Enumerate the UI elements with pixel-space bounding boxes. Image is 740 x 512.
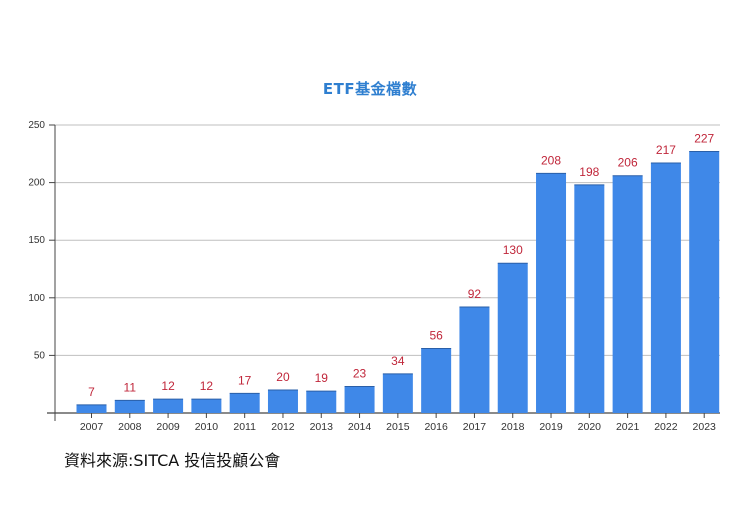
- bar: [306, 391, 337, 413]
- data-label: 217: [656, 143, 676, 157]
- bar: [229, 393, 260, 413]
- data-label: 208: [541, 153, 561, 167]
- data-label: 11: [124, 380, 137, 394]
- bar: [689, 151, 720, 413]
- x-tick-label: 2016: [424, 421, 448, 433]
- chart-title: ETF基金檔數: [322, 80, 418, 98]
- data-label: 12: [161, 379, 175, 393]
- data-label: 206: [618, 156, 638, 170]
- x-tick-label: 2019: [539, 421, 563, 433]
- x-tick-label: 2008: [118, 421, 142, 433]
- data-label: 19: [315, 371, 329, 385]
- x-tick-label: 2023: [693, 421, 717, 433]
- bar: [114, 400, 145, 413]
- x-tick-label: 2013: [310, 421, 334, 433]
- x-tick-label: 2012: [271, 421, 295, 433]
- y-tick-label: 100: [28, 293, 45, 304]
- x-tick-label: 2010: [195, 421, 219, 433]
- bar: [382, 373, 413, 413]
- x-tick-label: 2018: [501, 421, 525, 433]
- bar: [536, 173, 567, 413]
- data-label: 7: [88, 385, 95, 399]
- data-label: 12: [200, 379, 214, 393]
- x-tick-label: 2011: [233, 421, 256, 433]
- x-tick-label: 2022: [654, 421, 678, 433]
- bar: [421, 348, 452, 413]
- data-label: 92: [468, 287, 482, 301]
- y-tick-label: 50: [34, 350, 46, 361]
- data-label: 20: [276, 370, 290, 384]
- bar: [191, 399, 222, 413]
- data-label: 34: [391, 354, 405, 368]
- data-label: 198: [579, 165, 599, 179]
- bar: [76, 404, 107, 413]
- bar: [612, 175, 643, 413]
- x-tick-label: 2009: [156, 421, 180, 433]
- x-tick-label: 2020: [578, 421, 602, 433]
- bar: [459, 307, 490, 413]
- x-tick-label: 2014: [348, 421, 372, 433]
- y-tick-label: 150: [28, 235, 45, 246]
- bar: [650, 163, 681, 413]
- data-label: 227: [694, 131, 714, 145]
- bar: [344, 386, 375, 413]
- x-tick-label: 2007: [80, 421, 104, 433]
- data-label: 17: [238, 373, 252, 387]
- data-label: 130: [503, 243, 523, 257]
- bar: [497, 263, 528, 413]
- y-tick-label: 200: [28, 178, 45, 189]
- data-label: 56: [429, 328, 443, 342]
- x-tick-label: 2017: [463, 421, 487, 433]
- y-tick-label: 250: [28, 120, 45, 131]
- bar: [267, 389, 298, 413]
- x-tick-label: 2015: [386, 421, 410, 433]
- x-tick-label: 2021: [616, 421, 640, 433]
- bar: [574, 184, 605, 413]
- data-source-note: 資料來源:SITCA 投信投顧公會: [64, 451, 281, 470]
- data-label: 23: [353, 367, 367, 381]
- bar: [153, 399, 184, 413]
